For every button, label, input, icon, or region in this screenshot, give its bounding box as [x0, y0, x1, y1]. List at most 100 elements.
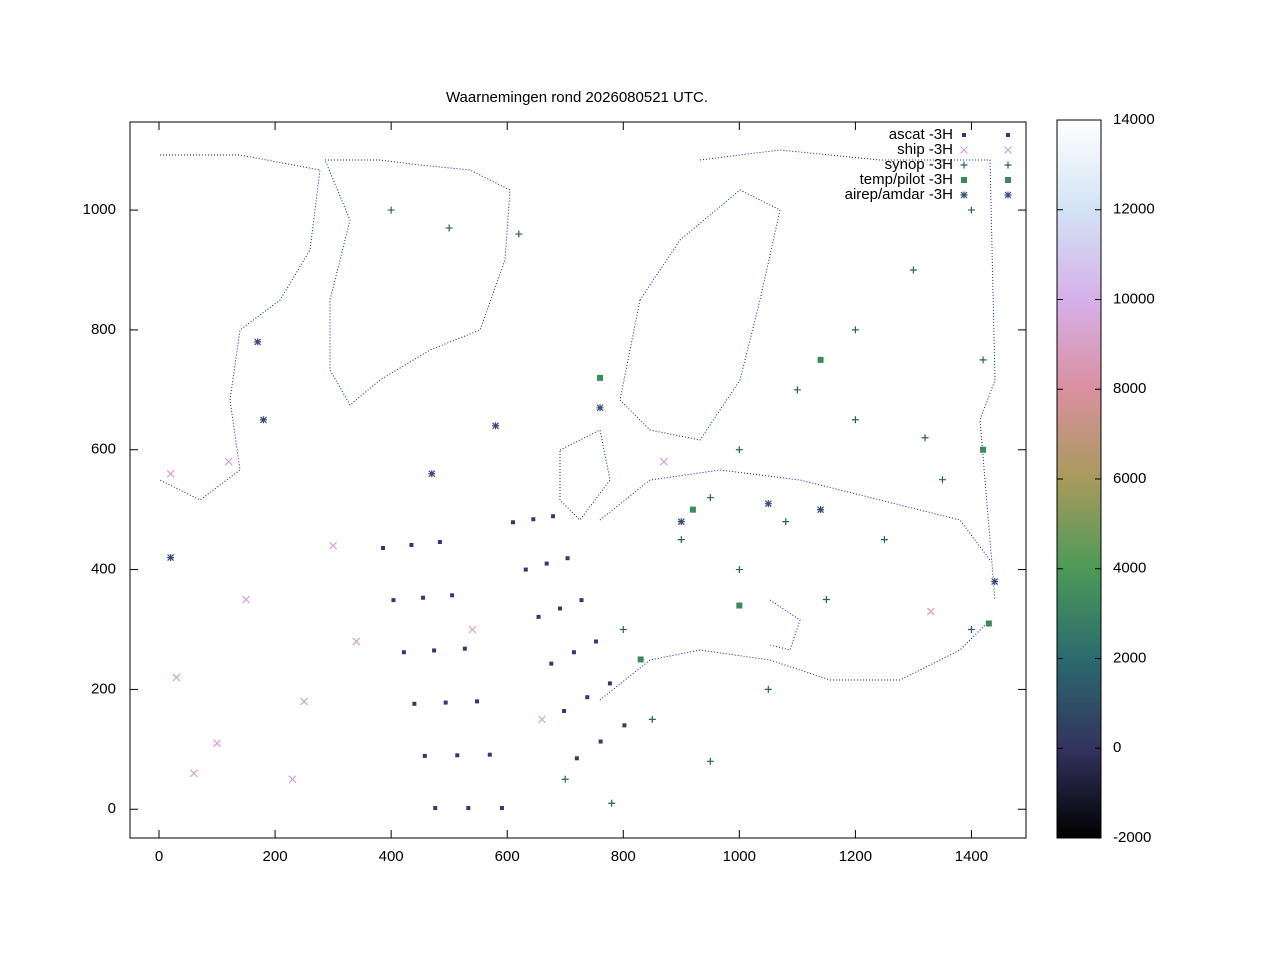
- point: [492, 422, 500, 430]
- point: [515, 230, 523, 238]
- legend-label: ascat -3H: [889, 126, 953, 143]
- point: [259, 416, 267, 424]
- point: [607, 681, 612, 686]
- point: [409, 543, 414, 548]
- y-tick-label: 1000: [83, 201, 116, 218]
- point: [793, 386, 801, 394]
- x-tick-label: 400: [379, 848, 404, 865]
- point: [593, 639, 598, 644]
- point: [596, 404, 604, 412]
- legend-symbol: [1004, 161, 1012, 169]
- point: [421, 595, 426, 600]
- legend-symbol: [1005, 177, 1011, 183]
- point: [468, 625, 477, 634]
- y-tick-label: 800: [91, 321, 116, 338]
- point: [735, 446, 743, 454]
- point: [412, 701, 417, 706]
- legend-symbol: [960, 191, 968, 199]
- point: [242, 595, 250, 604]
- point: [523, 567, 528, 572]
- x-tick-label: 1400: [955, 848, 988, 865]
- point: [817, 506, 825, 514]
- x-tick-label: 1000: [723, 848, 756, 865]
- point: [189, 769, 198, 778]
- point: [401, 650, 406, 655]
- legend-symbol: [1004, 191, 1012, 199]
- point: [352, 637, 361, 646]
- point: [499, 806, 504, 811]
- point: [224, 457, 233, 466]
- x-tick-label: 1200: [839, 848, 872, 865]
- colorbar-label: 0: [1113, 739, 1121, 756]
- point: [622, 723, 627, 728]
- point: [387, 206, 395, 214]
- point: [991, 578, 999, 586]
- point: [598, 739, 603, 744]
- legend-symbol: [1004, 146, 1012, 154]
- legend-label: ship -3H: [897, 141, 953, 158]
- point: [851, 416, 859, 424]
- x-tick-label: 600: [495, 848, 520, 865]
- point: [597, 374, 604, 381]
- point: [487, 752, 492, 757]
- point: [428, 470, 436, 478]
- point: [619, 625, 627, 633]
- colorbar-label: 2000: [1113, 649, 1146, 666]
- legend-label: airep/amdar -3H: [845, 186, 953, 203]
- point: [475, 699, 480, 704]
- point: [561, 775, 569, 783]
- point: [637, 656, 644, 663]
- chart-title: Waarnemingen rond 2026080521 UTC.: [446, 89, 708, 106]
- point: [437, 540, 442, 545]
- point: [579, 598, 584, 603]
- point: [980, 446, 987, 453]
- point: [511, 520, 516, 525]
- y-tick-label: 600: [91, 441, 116, 458]
- point: [926, 607, 935, 616]
- point: [213, 739, 221, 748]
- point: [300, 697, 309, 706]
- point: [288, 775, 297, 784]
- colorbar-label: -2000: [1113, 829, 1151, 846]
- colorbar-label: 14000: [1113, 111, 1155, 128]
- point: [764, 500, 772, 508]
- x-tick-label: 200: [263, 848, 288, 865]
- plot-frame: [129, 121, 1027, 839]
- point: [450, 593, 455, 598]
- legend-symbol: [1006, 133, 1010, 137]
- point: [455, 753, 460, 758]
- point: [985, 620, 992, 627]
- point: [166, 469, 175, 478]
- point: [551, 514, 556, 519]
- point: [381, 546, 386, 551]
- point: [822, 596, 830, 604]
- point: [571, 650, 576, 655]
- point: [677, 518, 685, 526]
- legend-symbol: [961, 177, 967, 183]
- colorbar: [1056, 119, 1102, 839]
- point: [689, 506, 696, 513]
- legend-symbol: [960, 161, 968, 169]
- point: [574, 756, 579, 761]
- point: [329, 541, 338, 550]
- point: [538, 715, 546, 724]
- point: [544, 561, 549, 566]
- point: [648, 715, 656, 723]
- point: [565, 556, 570, 561]
- point: [967, 206, 975, 214]
- legend-label: synop -3H: [885, 156, 953, 173]
- y-tick-label: 0: [108, 800, 116, 817]
- y-tick-label: 400: [91, 561, 116, 578]
- point: [558, 606, 563, 611]
- legend-symbol: [960, 146, 968, 154]
- colorbar-label: 10000: [1113, 290, 1155, 307]
- point: [549, 661, 554, 666]
- point: [462, 646, 467, 651]
- point: [909, 266, 917, 274]
- point: [880, 536, 888, 544]
- point: [735, 566, 743, 574]
- point: [608, 799, 616, 807]
- y-tick-label: 200: [91, 680, 116, 697]
- point: [585, 695, 590, 700]
- point: [167, 554, 175, 562]
